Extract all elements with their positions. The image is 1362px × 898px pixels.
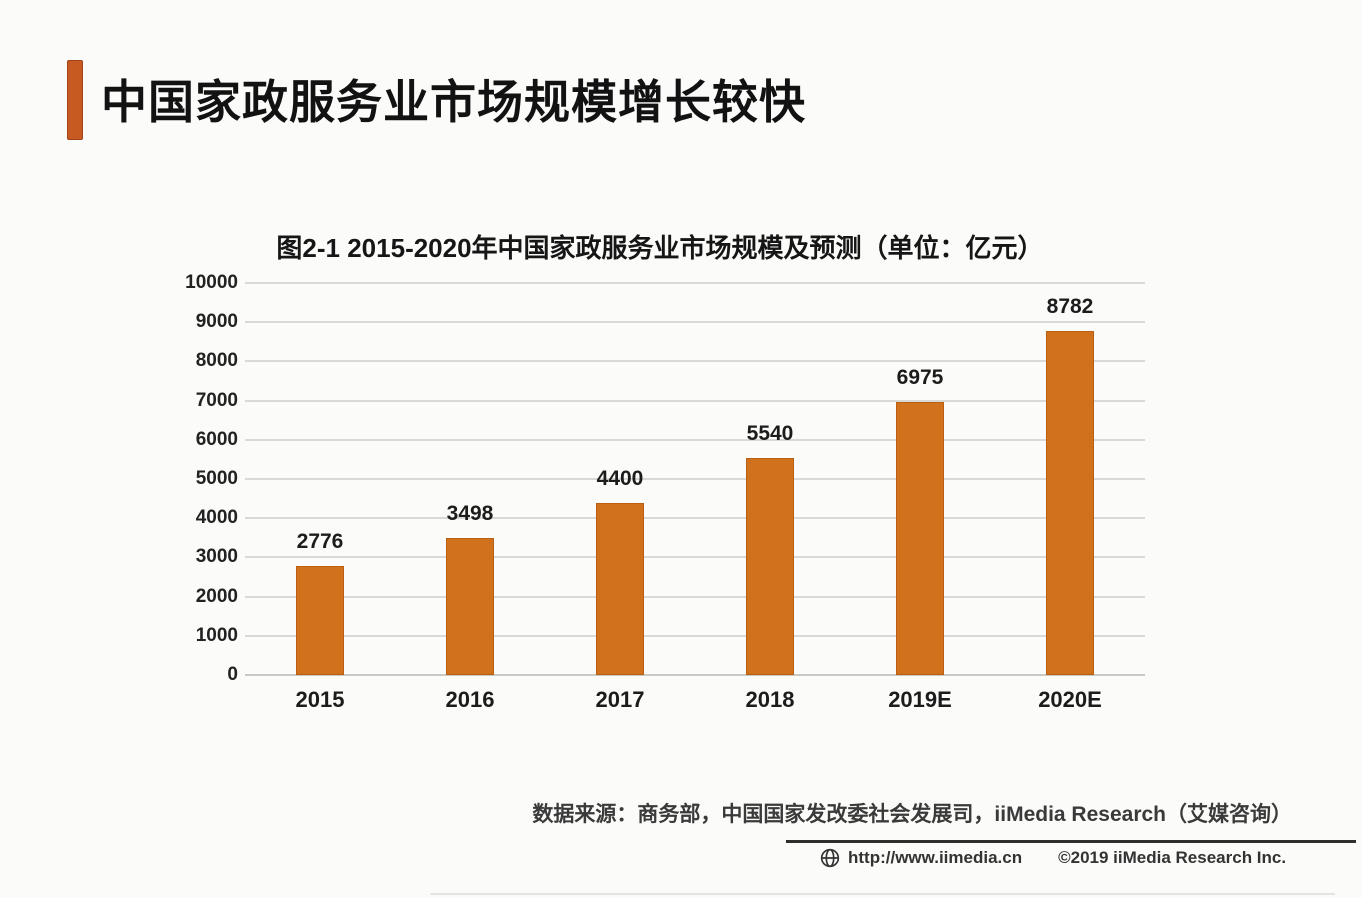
data-source-note: 数据来源：商务部，中国国家发改委社会发展司，iiMedia Research（艾… [532,803,1292,826]
gridline [245,478,1145,480]
bar-2017 [596,503,644,675]
bar-value-label: 8782 [1046,295,1094,318]
bar-2019E [896,402,944,675]
bar-2015 [296,566,344,675]
gridline [245,282,1145,284]
gridline [245,556,1145,559]
y-axis-tick-label: 9000 [195,311,238,333]
bar-value-label: 6975 [896,366,944,389]
gridline [245,634,1145,637]
y-axis-tick-label: 6000 [195,428,238,450]
footer-divider [786,840,1356,843]
y-axis-tick-label: 1000 [195,624,238,646]
y-axis: 0 1000 2000 3000 4000 5000 6000 7000 8000 9000 100… [140,272,238,685]
bar-2018 [746,458,794,675]
gridline [245,595,1145,598]
footer: http://www.iimedia.cn ©2019 iiMedia Rese… [820,848,1286,868]
title-accent-bar [67,60,83,140]
y-axis-tick-label: 10000 [185,272,238,293]
x-axis-label: 2020E [1038,687,1102,712]
y-axis-tick-label: 5000 [195,468,238,489]
x-axis-label: 2015 [295,687,345,712]
website-link[interactable]: http://www.iimedia.cn [848,848,1023,867]
y-axis-tick-label: 2000 [195,585,238,607]
y-axis-tick-label: 3000 [195,546,238,568]
y-axis-tick-label: 0 [227,664,238,685]
x-axis-label: 2016 [445,687,495,712]
y-axis-tick-label: 8000 [195,350,238,372]
x-axis-label: 2018 [745,687,795,712]
globe-icon [820,848,840,868]
y-axis-tick-label: 4000 [195,507,238,529]
bar-2020E [1046,331,1094,675]
gridline [245,517,1145,520]
chart-title: 图2-1 2015-2020年中国家政服务业市场规模及预测（单位：亿元） [276,233,1044,263]
gridline [245,438,1145,441]
bottom-edge-line [430,893,1335,895]
gridline [245,399,1145,402]
gridline [245,674,1145,676]
plot-area: 2776 2015 3498 2016 4400 2017 5540 2018 6975 2019… [245,282,1145,712]
bar-value-label: 2776 [296,530,344,553]
bar-2016 [446,538,494,675]
x-axis-label: 2019E [888,687,952,712]
gridline [245,321,1145,324]
gridline [245,360,1145,363]
copyright-text: ©2019 iiMedia Research Inc. [1058,848,1287,867]
bar-value-label: 5540 [746,422,794,445]
y-axis-tick-label: 7000 [195,389,238,411]
page-title: 中国家政服务业市场规模增长较快 [101,76,806,128]
bar-value-label: 4400 [596,467,644,490]
bar-value-label: 3498 [446,502,494,525]
x-axis-label: 2017 [595,687,645,712]
